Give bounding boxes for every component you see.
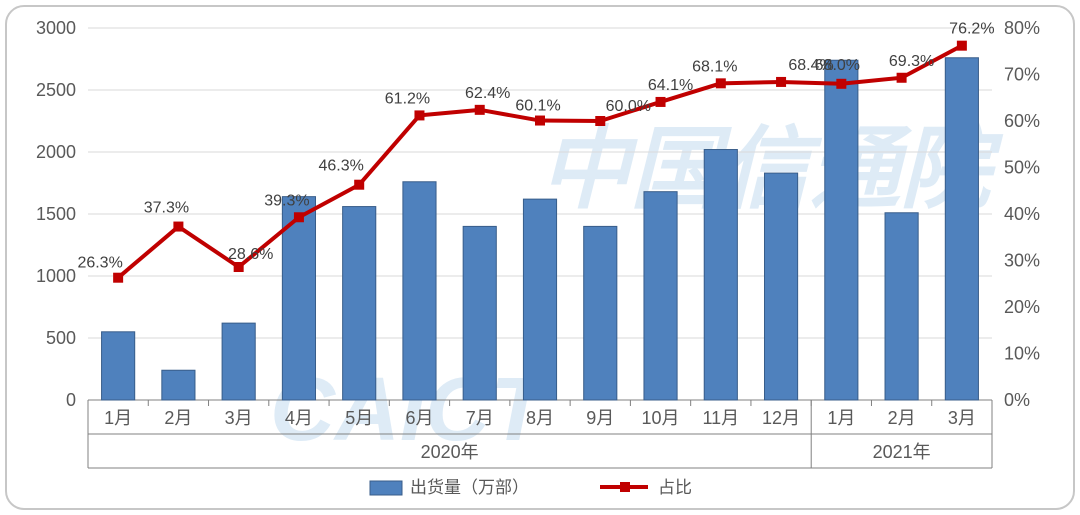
y-secondary-tick-label: 10% <box>1004 344 1040 364</box>
y-secondary-tick-label: 30% <box>1004 251 1040 271</box>
bar <box>945 58 978 400</box>
y-primary-tick-label: 0 <box>66 390 76 410</box>
line-data-label: 60.0% <box>606 98 651 115</box>
y-primary-tick-label: 500 <box>46 328 76 348</box>
y-secondary-tick-label: 20% <box>1004 297 1040 317</box>
line-marker <box>234 262 244 272</box>
legend-bar-swatch <box>370 481 402 495</box>
line-data-label: 69.3% <box>889 53 934 70</box>
x-category-label: 4月 <box>285 408 313 428</box>
x-category-label: 2月 <box>164 408 192 428</box>
y-secondary-tick-label: 40% <box>1004 204 1040 224</box>
x-category-label: 12月 <box>762 408 800 428</box>
line-marker <box>173 222 183 232</box>
line-data-label: 60.1% <box>515 98 560 115</box>
y-secondary-tick-label: 50% <box>1004 158 1040 178</box>
x-category-label: 1月 <box>827 408 855 428</box>
x-category-label: 1月 <box>104 408 132 428</box>
line-marker <box>776 77 786 87</box>
line-data-label: 76.2% <box>949 21 994 38</box>
line-marker <box>836 79 846 89</box>
x-group-label: 2020年 <box>421 442 479 462</box>
line-data-label: 68.0% <box>815 57 860 74</box>
bar <box>222 323 255 400</box>
bar <box>644 192 677 400</box>
line-data-label: 64.1% <box>648 77 693 94</box>
y-primary-tick-label: 3000 <box>36 18 76 38</box>
legend-bar-label: 出货量（万部） <box>410 478 529 497</box>
line-marker <box>354 180 364 190</box>
bar <box>825 60 858 400</box>
bar <box>523 199 556 400</box>
bar <box>584 226 617 400</box>
y-primary-tick-label: 2500 <box>36 80 76 100</box>
bar <box>704 150 737 400</box>
y-primary-tick-label: 2000 <box>36 142 76 162</box>
line-data-label: 46.3% <box>319 158 364 175</box>
x-category-label: 3月 <box>948 408 976 428</box>
bar <box>764 173 797 400</box>
line-data-label: 39.3% <box>264 192 309 209</box>
x-category-label: 7月 <box>466 408 494 428</box>
line-marker <box>535 116 545 126</box>
line-data-label: 61.2% <box>385 90 430 107</box>
x-category-label: 11月 <box>702 408 739 428</box>
y-secondary-tick-label: 60% <box>1004 111 1040 131</box>
chart-svg: CAICT中国信通院0500100015002000250030000%10%2… <box>0 0 1080 515</box>
line-data-label: 28.6% <box>228 246 273 263</box>
line-data-label: 26.3% <box>77 255 122 272</box>
chart-container: CAICT中国信通院0500100015002000250030000%10%2… <box>0 0 1080 515</box>
bar <box>403 182 436 400</box>
x-category-label: 3月 <box>225 408 253 428</box>
line-data-label: 37.3% <box>144 200 189 217</box>
x-category-label: 8月 <box>526 408 554 428</box>
line-data-label: 68.1% <box>692 58 737 75</box>
bar <box>102 332 135 400</box>
y-secondary-tick-label: 80% <box>1004 18 1040 38</box>
line-marker <box>957 41 967 51</box>
x-category-label: 9月 <box>586 408 614 428</box>
line-marker <box>414 110 424 120</box>
y-primary-tick-label: 1500 <box>36 204 76 224</box>
bar <box>463 226 496 400</box>
bar <box>885 213 918 400</box>
line-marker <box>716 78 726 88</box>
x-category-label: 2月 <box>888 408 916 428</box>
line-marker <box>294 212 304 222</box>
y-secondary-tick-label: 0% <box>1004 390 1030 410</box>
y-primary-tick-label: 1000 <box>36 266 76 286</box>
x-group-label: 2021年 <box>873 442 931 462</box>
y-secondary-tick-label: 70% <box>1004 65 1040 85</box>
line-marker <box>113 273 123 283</box>
line-marker <box>897 73 907 83</box>
line-data-label: 62.4% <box>465 85 510 102</box>
x-category-label: 5月 <box>345 408 373 428</box>
x-category-label: 6月 <box>405 408 433 428</box>
line-marker <box>475 105 485 115</box>
legend-line-label: 占比 <box>658 478 692 497</box>
line-marker <box>595 116 605 126</box>
line-marker <box>656 97 666 107</box>
bar <box>162 370 195 400</box>
bar <box>343 207 376 400</box>
x-category-label: 10月 <box>642 408 680 428</box>
